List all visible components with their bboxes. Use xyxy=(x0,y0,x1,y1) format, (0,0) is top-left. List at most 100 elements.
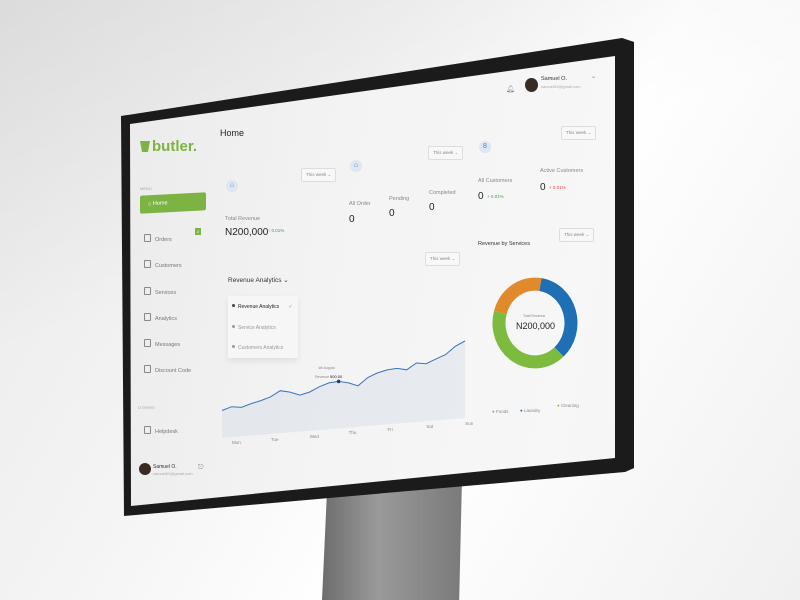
logo-icon xyxy=(140,141,150,152)
analytics-dropdown[interactable]: Revenue Analytics ⌄ xyxy=(228,277,289,284)
services-period-dropdown[interactable]: This week ⌄ xyxy=(559,228,595,242)
revenue-line xyxy=(221,340,466,411)
revenue-change: ↑ 0.01% xyxy=(268,228,285,233)
x-tick-label: Sun xyxy=(465,420,474,426)
clipboard-icon xyxy=(144,287,151,295)
tooltip-value: 500.00 xyxy=(330,374,343,379)
x-tick-label: Tue xyxy=(270,436,279,442)
customers-period-dropdown[interactable]: This week ⌄ xyxy=(561,126,597,140)
dropdown-label: This week xyxy=(566,130,587,135)
revenue-period-dropdown[interactable]: This week ⌄ xyxy=(301,168,337,182)
completed-label: Completed xyxy=(429,190,456,196)
menu-item-service-analytics[interactable]: Service Analytics xyxy=(232,325,276,331)
donut-slice-laundry[interactable] xyxy=(538,278,578,357)
dropdown-label: This week xyxy=(430,256,451,261)
dropdown-label: This week xyxy=(306,172,327,177)
active-customers-change: + 0.01% xyxy=(549,185,566,190)
sidebar-item-messages[interactable]: Messages xyxy=(144,339,180,348)
sidebar-item-helpdesk[interactable]: Helpdesk xyxy=(144,426,178,435)
tooltip-date: 4th August xyxy=(318,366,335,370)
menu-item-label: Customers Analytics xyxy=(238,345,284,351)
all-customers-label: All Customers xyxy=(478,178,513,184)
sidebar-user-name: Samuel O. xyxy=(153,464,177,470)
x-tick-label: Sat xyxy=(426,424,434,429)
sidebar-item-label: Helpdesk xyxy=(155,429,178,435)
highlight-point[interactable] xyxy=(336,379,341,384)
monitor-stand xyxy=(322,478,462,600)
line-area xyxy=(222,341,465,438)
sidebar-item-label: Customers xyxy=(155,263,182,269)
users-icon: 8 xyxy=(479,141,491,153)
all-order-value: 0 xyxy=(349,214,355,225)
chart-icon xyxy=(144,313,151,321)
chevron-down-icon[interactable]: ⌄ xyxy=(591,74,597,80)
tooltip-label: Revenue xyxy=(315,375,330,379)
dropdown-label: This week xyxy=(564,232,585,237)
sidebar-item-orders[interactable]: Orders xyxy=(144,234,172,243)
orders-badge: 2 xyxy=(195,228,201,235)
pending-label: Pending xyxy=(389,196,410,202)
bag-icon: ⌂ xyxy=(226,180,238,192)
sidebar-user-email: samuel03@gmail.com xyxy=(153,471,193,476)
logout-icon[interactable]: ⎋ xyxy=(198,464,204,471)
sidebar-avatar[interactable] xyxy=(139,463,151,475)
analytics-title: Revenue Analytics xyxy=(228,277,282,284)
sidebar-item-services[interactable]: Services xyxy=(144,287,176,296)
sidebar-item-label: Analytics xyxy=(155,316,178,322)
sidebar-item-label: Orders xyxy=(155,237,172,243)
header-user-email: samuel03@gmail.com xyxy=(541,84,581,89)
ticket-icon xyxy=(144,365,151,373)
all-customers-change: + 0.01% xyxy=(487,194,504,199)
bag-icon xyxy=(144,234,151,242)
page-title: Home xyxy=(220,128,245,138)
menu-item-label: Revenue Analytics xyxy=(238,304,280,310)
sidebar-item-analytics[interactable]: Analytics xyxy=(144,313,177,322)
others-section-label: OTHERS xyxy=(138,405,155,410)
legend-cleaning: ● Cleaning xyxy=(557,403,579,408)
donut-center-label: Total Revenue xyxy=(523,314,546,318)
total-revenue-value: N200,000 xyxy=(225,227,269,238)
bell-icon[interactable]: 🔔︎ xyxy=(506,86,515,93)
sidebar-item-label: Discount Code xyxy=(155,368,192,374)
menu-section-label: MENU xyxy=(140,186,152,191)
x-tick-label: Wed xyxy=(309,433,319,439)
sidebar-item-customers[interactable]: Customers xyxy=(144,260,182,269)
x-tick-label: Thu xyxy=(348,430,357,436)
users-icon xyxy=(144,260,151,268)
total-revenue-label: Total Revenue xyxy=(225,216,261,222)
sidebar-item-discount-code[interactable]: Discount Code xyxy=(144,365,191,374)
header-avatar[interactable] xyxy=(525,78,538,92)
x-tick-label: Mon xyxy=(232,440,241,445)
dropdown-label: This week xyxy=(433,150,454,155)
check-icon: ✓ xyxy=(288,304,293,310)
all-order-label: All Order xyxy=(349,201,371,207)
menu-item-revenue-analytics[interactable]: Revenue Analytics ✓ xyxy=(232,304,293,310)
brand-name: butler. xyxy=(152,138,198,155)
all-customers-value: 0 xyxy=(478,191,484,202)
active-customers-label: Active Customers xyxy=(540,168,584,174)
brand-logo[interactable]: butler. xyxy=(140,138,197,155)
analytics-menu xyxy=(228,296,298,358)
header-user-name: Samuel O. xyxy=(541,76,567,82)
help-icon xyxy=(144,426,151,434)
message-icon xyxy=(144,339,151,347)
donut-slice-cleaning[interactable] xyxy=(492,310,564,369)
analytics-period-dropdown[interactable]: This week ⌄ xyxy=(425,252,461,266)
legend-foods: ● Foods xyxy=(492,409,509,414)
legend-laundry: ● Laundry xyxy=(520,408,541,413)
active-customers-value: 0 xyxy=(540,182,546,193)
pending-value: 0 xyxy=(389,208,395,219)
x-tick-label: Fri xyxy=(387,427,393,433)
orders-period-dropdown[interactable]: This week ⌄ xyxy=(428,146,464,160)
sidebar-item-label: Services xyxy=(155,290,177,296)
donut-center-value: N200,000 xyxy=(516,321,556,331)
bag-icon: ⌂ xyxy=(350,160,362,172)
menu-item-customers-analytics[interactable]: Customers Analytics xyxy=(232,345,283,351)
donut-slice-foods[interactable] xyxy=(494,277,542,315)
services-title: Revenue by Services xyxy=(478,241,530,247)
menu-item-label: Service Analytics xyxy=(238,325,276,331)
completed-value: 0 xyxy=(429,202,435,213)
sidebar-item-label: Messages xyxy=(155,342,181,348)
